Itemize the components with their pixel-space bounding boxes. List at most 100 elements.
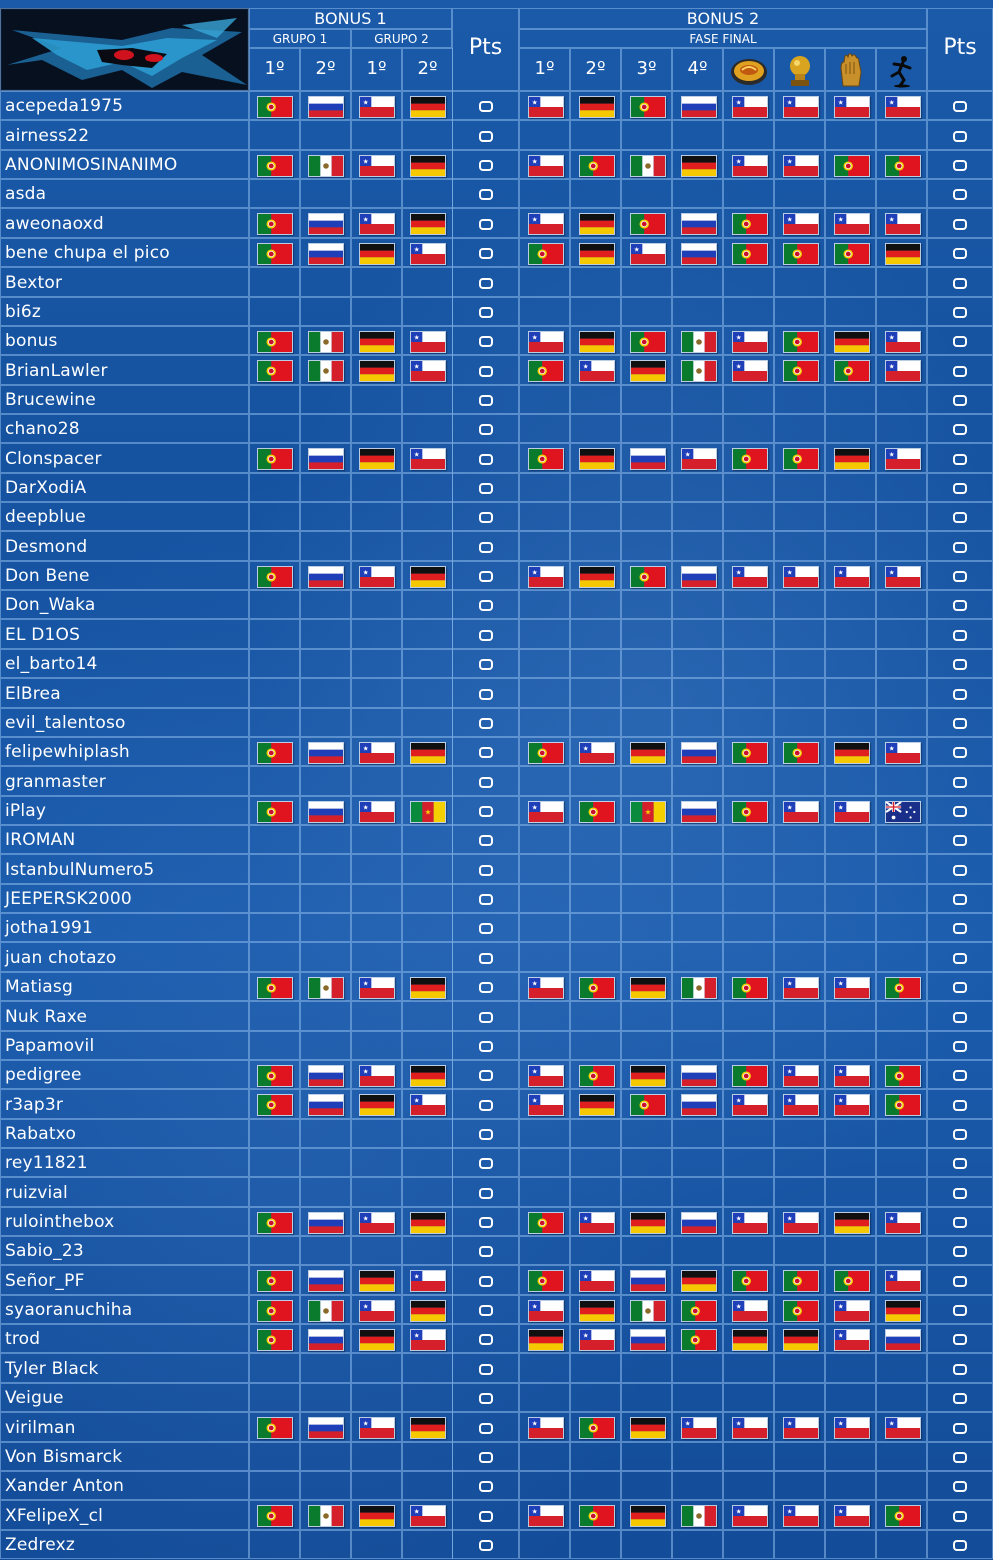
bonus2-points [953,1070,967,1081]
player-name-cell: Veigue [0,1383,249,1412]
bonus2-pick-cell [621,267,672,297]
bonus1-pick-cell [300,531,351,561]
bonus1-pick-cell [351,267,402,297]
flag-de-icon [630,1417,666,1439]
bonus1-pts-cell [452,1060,519,1089]
bonus2-pts-cell [927,913,993,942]
bonus2-pick-cell: ★ [519,1412,570,1442]
bonus1-points [479,982,493,993]
bonus1-pick-cell [351,1265,402,1295]
flag-ru-icon [681,1212,717,1234]
bonus2-pick-cell [876,1031,927,1060]
bonus2-pick-cell: ★ [876,443,927,473]
bonus1-pick-cell [351,1089,402,1119]
bonus2-pick-cell [825,120,876,150]
bonus2-pick-cell [519,238,570,267]
bonus1-pick-cell [249,884,300,913]
bonus2-pick-cell [519,355,570,385]
player-name: Bextor [5,273,63,293]
bonus1-pick-cell [249,326,300,355]
flag-cl-icon: ★ [732,360,768,382]
flag-cl-icon: ★ [885,1417,921,1439]
bonus1-pick-cell: ★ [351,1060,402,1089]
bonus2-pick-cell [672,150,723,179]
bonus2-pick-cell [723,1353,774,1383]
bonus2-pick-cell [672,502,723,531]
bonus1-points [479,718,493,729]
bonus2-pick-cell: ★ [570,355,621,385]
pts2-title: Pts [943,35,977,60]
flag-au-icon [885,801,921,823]
bonus2-pick-cell [876,1471,927,1500]
flag-cl-icon: ★ [783,1505,819,1527]
player-name: Señor_PF [5,1271,85,1291]
bonus2-pick-cell [774,238,825,267]
bonus2-pts-cell [927,1442,993,1471]
player-name-cell: Zedrexz [0,1530,249,1559]
flag-mx-icon [308,977,344,999]
bonus1-points [479,1158,493,1169]
bonus1-pick-cell [402,1060,453,1089]
bonus2-pick-cell [672,619,723,649]
bonus2-pick-cell [825,854,876,884]
flag-cl-icon: ★ [732,331,768,353]
svg-text:★: ★ [838,1303,844,1311]
player-name: juan chotazo [5,948,117,968]
player-name-cell: evil_talentoso [0,708,249,737]
bonus2-pick-cell [825,179,876,208]
bonus2-pick-cell [519,1530,570,1559]
bonus2-pick-cell [519,1001,570,1031]
bonus1-pick-cell [300,1177,351,1207]
flag-cl-icon: ★ [834,566,870,588]
bonus2-pick-cell [672,179,723,208]
bonus2-pick-cell: ★ [825,1324,876,1353]
bonus2-pick-cell [570,942,621,972]
bonus2-pick-cell [672,1119,723,1148]
bonus1-col-label: 1º [264,58,285,79]
bonus2-pick-cell [519,443,570,473]
player-name: EL D1OS [5,625,81,645]
flag-cl-icon: ★ [359,801,395,823]
flag-pt-icon [783,360,819,382]
bonus2-pick-cell [672,1207,723,1236]
player-name-cell: asda [0,179,249,208]
bonus1-pick-cell [351,120,402,150]
bonus1-pick-cell [351,913,402,942]
bonus2-pick-cell [825,619,876,649]
bonus2-pick-cell [876,854,927,884]
flag-de-icon [359,1505,395,1527]
bonus1-pick-cell [351,1031,402,1060]
bonus1-points [479,1276,493,1287]
logo-image [2,10,247,89]
svg-text:★: ★ [532,99,538,107]
bonus1-pick-cell [249,825,300,854]
flag-pt-icon [257,1094,293,1116]
bonus1-pts-cell [452,473,519,502]
bonus2-pts-cell [927,297,993,326]
flag-de-icon [359,448,395,470]
bonus2-pick-cell [723,649,774,678]
bonus2-pick-cell [672,1265,723,1295]
bonus1-pick-cell: ★ [351,1207,402,1236]
bonus2-pick-cell [876,619,927,649]
flag-pt-icon [579,1417,615,1439]
bonus2-points [953,189,967,200]
player-name: granmaster [5,772,106,792]
bonus1-pts-cell [452,1207,519,1236]
bonus1-pick-cell [351,678,402,708]
bonus2-pick-cell [570,208,621,238]
bonus2-pick-cell [723,766,774,796]
svg-text:★: ★ [583,1332,589,1340]
svg-text:★: ★ [838,1068,844,1076]
bonus2-pick-cell [519,1353,570,1383]
bonus2-pick-cell [570,649,621,678]
bonus2-pick-cell [723,1383,774,1412]
bonus2-pick-cell [570,1148,621,1177]
bonus1-pick-cell [300,1001,351,1031]
bonus2-pts-cell [927,1001,993,1031]
flag-pt-icon [257,1300,293,1322]
flag-cl-icon: ★ [528,1065,564,1087]
svg-text:★: ★ [414,334,420,342]
svg-text:★: ★ [838,804,844,812]
flag-pt-icon [579,1065,615,1087]
